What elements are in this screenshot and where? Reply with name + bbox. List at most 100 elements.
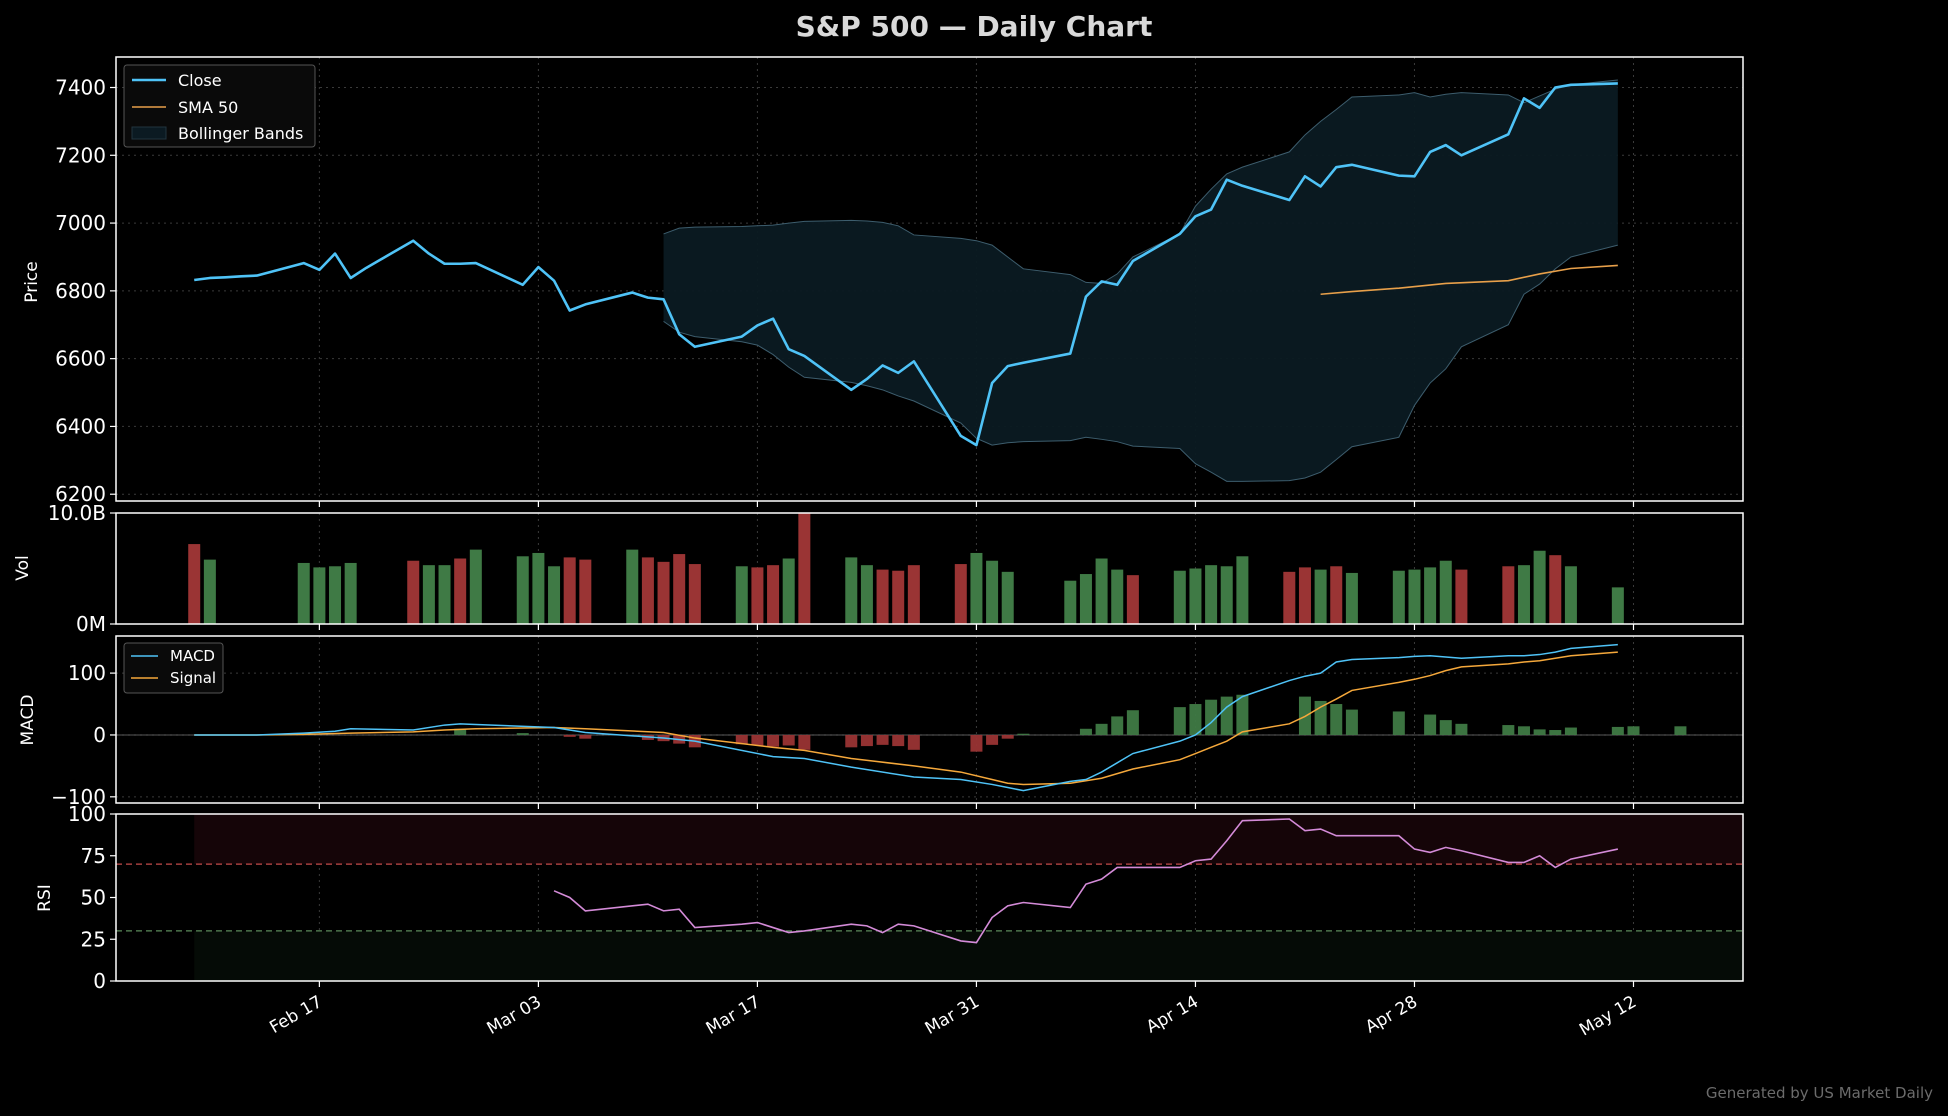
volume-bar bbox=[986, 560, 999, 624]
macd-histogram-bar bbox=[876, 734, 889, 745]
macd-histogram-bar bbox=[970, 734, 983, 752]
price-ytick-label: 6600 bbox=[55, 347, 106, 371]
macd-histogram-bar bbox=[798, 734, 811, 750]
volume-panel-frame bbox=[115, 512, 1744, 625]
price-ytick-label: 6800 bbox=[55, 279, 106, 303]
price-legend: Close SMA 50 Bollinger Bands bbox=[123, 64, 316, 148]
volume-bar bbox=[907, 565, 920, 624]
price-ytick-label: 6400 bbox=[55, 414, 106, 438]
macd-legend: MACD Signal bbox=[123, 642, 224, 694]
volume-bar bbox=[657, 561, 670, 624]
volume-bar bbox=[579, 559, 592, 624]
rsi-ytick-label: 100 bbox=[68, 802, 106, 826]
macd-histogram-bar bbox=[1439, 720, 1452, 735]
macd-histogram-bar bbox=[1502, 725, 1515, 735]
macd-histogram-bar bbox=[892, 734, 905, 747]
rsi-ytick-label: 75 bbox=[81, 844, 106, 868]
volume-bar bbox=[1424, 567, 1437, 624]
volume-bar bbox=[626, 549, 639, 624]
volume-bar bbox=[1001, 571, 1014, 624]
volume-bar bbox=[548, 566, 561, 624]
macd-histogram-bar bbox=[860, 734, 873, 747]
volume-bar bbox=[563, 557, 576, 624]
macd-histogram-bar bbox=[1611, 726, 1624, 735]
macd-histogram-bar bbox=[1079, 728, 1092, 735]
volume-bar bbox=[1298, 567, 1311, 624]
volume-bar bbox=[1314, 569, 1327, 624]
macd-histogram-bar bbox=[1517, 726, 1530, 735]
volume-bar bbox=[1095, 558, 1108, 624]
volume-bar bbox=[1064, 580, 1077, 624]
series-lines-layer bbox=[194, 82, 1619, 944]
macd-histogram-bar bbox=[516, 733, 529, 735]
legend-close-label: Close bbox=[178, 71, 222, 90]
volume-ylabel: Vol bbox=[13, 555, 33, 580]
volume-bar bbox=[641, 557, 654, 624]
bollinger-band-layer bbox=[663, 79, 1618, 482]
rsi-overbought-zone bbox=[194, 814, 1743, 865]
xtick-label: Apr 28 bbox=[1362, 992, 1421, 1038]
volume-bar bbox=[954, 564, 967, 624]
macd-histogram-bar bbox=[845, 734, 858, 748]
price-panel-frame bbox=[115, 56, 1744, 502]
macd-histogram-bar bbox=[1314, 700, 1327, 735]
legend-signal-label: Signal bbox=[170, 669, 216, 687]
macd-histogram-bar bbox=[1549, 730, 1562, 735]
volume-bar bbox=[688, 564, 701, 624]
bollinger-lower-line bbox=[663, 244, 1618, 482]
rsi-line bbox=[553, 818, 1619, 944]
macd-ytick-label: −100 bbox=[51, 785, 106, 809]
rsi-ytick-label: 50 bbox=[81, 886, 106, 910]
volume-bar bbox=[735, 566, 748, 624]
volume-bar bbox=[1173, 570, 1186, 624]
volume-bar bbox=[876, 569, 889, 624]
volume-bar bbox=[892, 570, 905, 624]
macd-ytick-label: 100 bbox=[68, 661, 106, 685]
macd-histogram-bar bbox=[767, 734, 780, 747]
volume-bar bbox=[516, 556, 529, 624]
macd-histogram-bar bbox=[751, 734, 764, 746]
macd-panel-frame bbox=[115, 635, 1744, 804]
macd-histogram-bar bbox=[1205, 699, 1218, 735]
macd-histogram-bar bbox=[986, 734, 999, 745]
sma50-line bbox=[1320, 264, 1618, 296]
volume-bar bbox=[860, 565, 873, 624]
macd-histogram-bar bbox=[1189, 704, 1202, 735]
macd-histogram-bar bbox=[454, 728, 467, 735]
volume-panel-bg bbox=[116, 513, 1743, 624]
volume-bar bbox=[1189, 568, 1202, 624]
volume-bar bbox=[188, 544, 201, 624]
volume-bar bbox=[1220, 566, 1233, 624]
volume-bar bbox=[329, 566, 342, 624]
macd-histogram-bar bbox=[1627, 726, 1640, 735]
price-ytick-label: 6200 bbox=[55, 482, 106, 506]
macd-histogram-bar bbox=[1424, 714, 1437, 735]
volume-bar bbox=[782, 558, 795, 624]
macd-panel-bg bbox=[116, 636, 1743, 803]
bollinger-band-area bbox=[663, 80, 1618, 482]
volume-bar bbox=[1345, 572, 1358, 624]
close-price-line bbox=[194, 82, 1618, 447]
macd-histogram-bar bbox=[1455, 723, 1468, 735]
volume-bar bbox=[1283, 571, 1296, 624]
rsi-oversold-zone bbox=[194, 930, 1743, 981]
xtick-label: May 12 bbox=[1576, 992, 1640, 1040]
macd-histogram-bar bbox=[1392, 711, 1405, 735]
volume-bar bbox=[1408, 569, 1421, 624]
macd-line bbox=[194, 643, 1618, 792]
volume-ytick-label: 0M bbox=[76, 612, 106, 636]
volume-bar bbox=[1392, 570, 1405, 624]
macd-histogram-bar bbox=[1111, 716, 1124, 735]
rsi-zones bbox=[116, 814, 1743, 981]
macd-histogram-bar bbox=[1674, 726, 1687, 735]
volume-bar bbox=[1079, 574, 1092, 624]
volume-bar bbox=[1126, 575, 1139, 624]
xtick-label: Mar 31 bbox=[922, 992, 983, 1039]
chart-title: S&P 500 — Daily Chart bbox=[796, 10, 1153, 43]
macd-histogram-bar bbox=[1236, 694, 1249, 735]
volume-bar bbox=[1236, 556, 1249, 624]
macd-histogram-bar bbox=[563, 734, 576, 737]
macd-histogram-bar bbox=[1564, 727, 1577, 735]
legend-bollinger-label: Bollinger Bands bbox=[178, 124, 303, 143]
